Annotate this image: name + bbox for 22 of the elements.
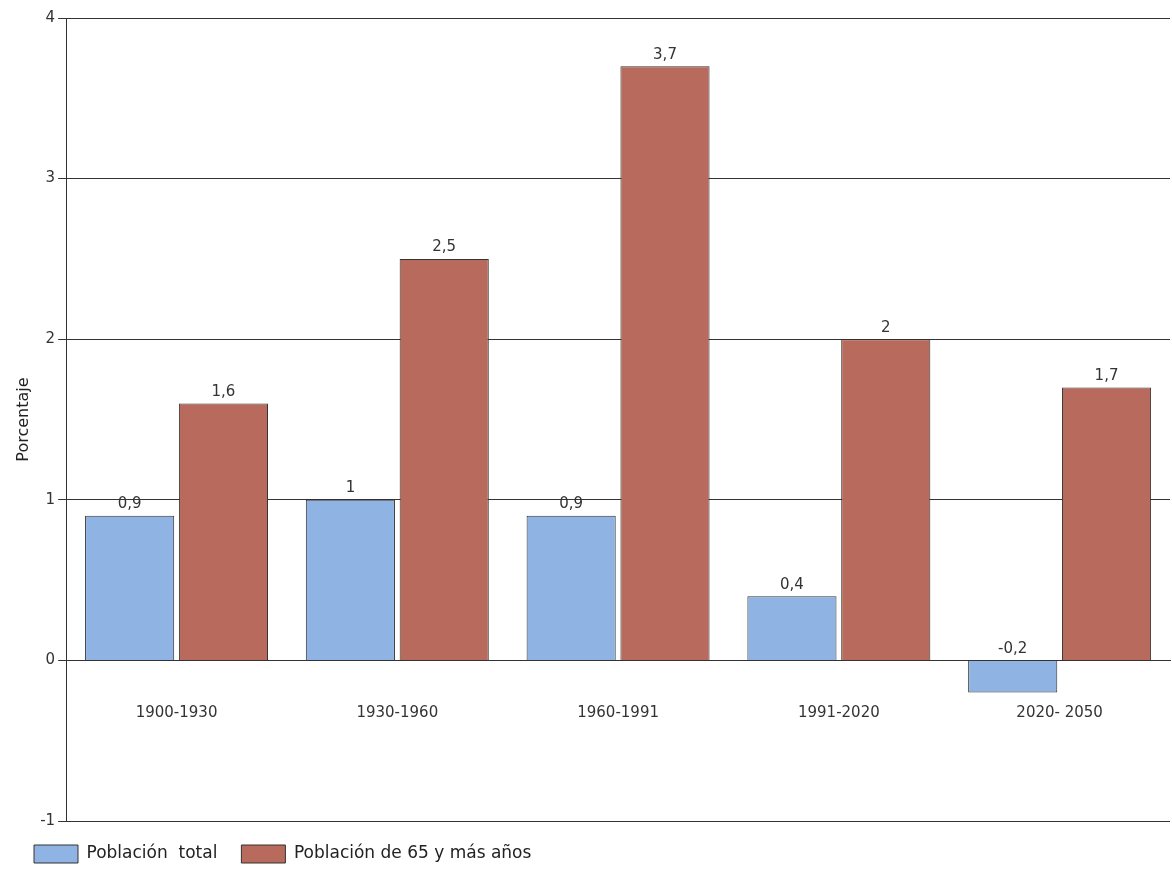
y-tick-label: 3: [45, 168, 56, 187]
y-tick-label: 1: [45, 489, 56, 508]
x-tick-label: 1960-1991: [577, 703, 659, 722]
legend-label: Población total: [86, 842, 218, 863]
data-label: -0,2: [998, 639, 1028, 658]
x-tick-label: 1900-1930: [135, 703, 218, 722]
data-label: 1: [345, 478, 356, 497]
y-tick-label: 0: [45, 650, 56, 669]
data-label: 0,4: [780, 574, 804, 593]
legend-label: Población de 65 y más años: [293, 842, 532, 863]
data-label: 3,7: [653, 44, 677, 63]
data-label: 2,5: [432, 237, 457, 256]
y-tick-label: 4: [45, 7, 56, 26]
x-tick-label: 1991-2020: [797, 703, 880, 722]
data-label: 2: [880, 317, 891, 336]
data-label: 1,6: [211, 381, 236, 400]
x-tick-label: 2020- 2050: [1016, 703, 1103, 722]
y-axis-title: Porcentaje: [12, 377, 32, 462]
y-tick-label: -1: [40, 810, 56, 829]
data-label: 1,7: [1094, 365, 1119, 384]
x-tick-label: 1930-1960: [356, 703, 439, 722]
y-tick-label: 2: [45, 329, 56, 348]
